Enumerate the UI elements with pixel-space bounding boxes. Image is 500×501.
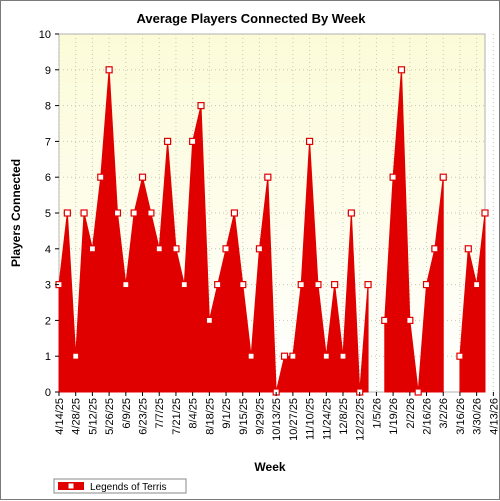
- legend-marker: [67, 482, 75, 490]
- chart-title: Average Players Connected By Week: [136, 11, 366, 26]
- data-point-marker: [347, 209, 355, 217]
- data-point-marker: [422, 281, 431, 289]
- data-point-marker: [247, 352, 255, 360]
- legend: Legends of Terris: [53, 478, 187, 494]
- y-tick-label: 9: [45, 65, 51, 77]
- x-tick-label: 12/8/25: [338, 398, 350, 435]
- x-tick-label: 5/26/25: [104, 398, 116, 435]
- data-point-marker: [122, 281, 130, 289]
- y-tick-label: 10: [39, 29, 51, 41]
- data-point-marker: [205, 316, 213, 324]
- legend-label: Legends of Terris: [90, 482, 167, 493]
- x-tick-label: 3/30/26: [472, 398, 484, 435]
- x-tick-label: 6/23/25: [138, 398, 150, 435]
- data-point-marker: [239, 281, 247, 289]
- y-tick-label: 5: [45, 208, 51, 220]
- data-point-marker: [155, 245, 163, 253]
- data-point-marker: [255, 245, 264, 253]
- x-tick-label: 10/13/25: [271, 398, 283, 441]
- data-point-marker: [97, 173, 105, 181]
- data-point-marker: [113, 209, 122, 217]
- data-point-marker: [481, 209, 489, 217]
- x-tick-label: 9/15/25: [238, 398, 250, 435]
- data-point-marker: [63, 209, 71, 217]
- data-point-marker: [180, 281, 188, 289]
- data-point-marker: [439, 173, 447, 181]
- x-axis-ticks: 4/14/25 4/28/25 5/12/25 5/26/25 6/9/25 6/23/2…: [54, 392, 500, 441]
- data-point-marker: [364, 281, 372, 289]
- x-tick-label: 4/13/26: [488, 398, 500, 435]
- x-tick-label: 8/4/25: [188, 398, 200, 429]
- x-tick-label: 5/12/25: [87, 398, 99, 435]
- data-point-marker: [414, 388, 422, 396]
- x-tick-label: 9/29/25: [254, 398, 266, 435]
- x-tick-label: 4/14/25: [54, 398, 66, 435]
- data-point-marker: [172, 245, 180, 253]
- data-point-marker: [406, 316, 414, 324]
- data-point-marker: [389, 173, 397, 181]
- x-tick-label: 4/28/25: [71, 398, 83, 435]
- data-point-marker: [214, 281, 222, 289]
- x-tick-label: 7/21/25: [171, 398, 183, 435]
- x-tick-label: 9/1/25: [221, 398, 233, 429]
- data-point-marker: [280, 352, 289, 360]
- data-point-marker: [80, 209, 88, 217]
- x-tick-label: 10/27/25: [288, 398, 300, 441]
- x-tick-label: 7/7/25: [154, 398, 166, 429]
- x-tick-label: 8/18/25: [204, 398, 216, 435]
- data-point-marker: [189, 137, 197, 145]
- data-point-marker: [314, 281, 322, 289]
- data-point-marker: [222, 245, 230, 253]
- data-point-marker: [197, 101, 205, 110]
- x-tick-label: 6/9/25: [121, 398, 133, 429]
- y-tick-label: 7: [45, 136, 51, 148]
- data-point-marker: [381, 316, 389, 324]
- data-point-marker: [339, 352, 347, 360]
- data-point-marker: [322, 352, 330, 360]
- data-point-marker: [230, 209, 239, 217]
- data-point-marker: [456, 352, 464, 360]
- data-point-marker: [305, 137, 314, 145]
- x-tick-label: 1/19/26: [388, 398, 400, 435]
- data-point-marker: [88, 245, 97, 253]
- x-tick-label: 2/16/26: [422, 398, 434, 435]
- y-tick-label: 2: [45, 315, 51, 327]
- data-point-marker: [331, 281, 339, 289]
- y-axis-ticks: 0 1 2 3 4 5 6 7 8 9 10: [39, 29, 59, 399]
- data-point-marker: [138, 173, 147, 181]
- data-point-marker: [297, 281, 305, 289]
- data-point-marker: [464, 245, 472, 253]
- data-point-marker: [147, 209, 155, 217]
- data-point-marker: [289, 352, 297, 360]
- y-tick-label: 1: [45, 351, 51, 363]
- x-tick-label: 2/2/26: [405, 398, 417, 429]
- x-tick-label: 3/16/26: [455, 398, 467, 435]
- y-tick-label: 6: [45, 172, 51, 184]
- x-tick-label: 11/10/25: [305, 398, 317, 440]
- x-tick-label: 1/5/26: [371, 398, 383, 429]
- legend-box: [53, 478, 187, 494]
- data-point-marker: [473, 281, 481, 289]
- y-tick-label: 4: [45, 244, 51, 256]
- x-axis-title: Week: [254, 460, 285, 474]
- y-tick-label: 3: [45, 280, 51, 292]
- y-tick-label: 0: [45, 387, 51, 399]
- data-point-marker: [163, 137, 172, 145]
- x-tick-label: 3/2/26: [438, 398, 450, 429]
- data-point-marker: [264, 173, 272, 181]
- data-point-marker: [431, 245, 439, 253]
- data-point-marker: [397, 66, 406, 74]
- data-point-marker: [105, 66, 113, 74]
- y-tick-label: 8: [45, 101, 51, 113]
- y-axis-title: Players Connected: [9, 159, 23, 267]
- x-tick-label: 12/22/25: [355, 398, 367, 441]
- x-tick-label: 11/24/25: [321, 398, 333, 440]
- data-point-marker: [130, 209, 138, 217]
- data-point-marker: [72, 352, 80, 360]
